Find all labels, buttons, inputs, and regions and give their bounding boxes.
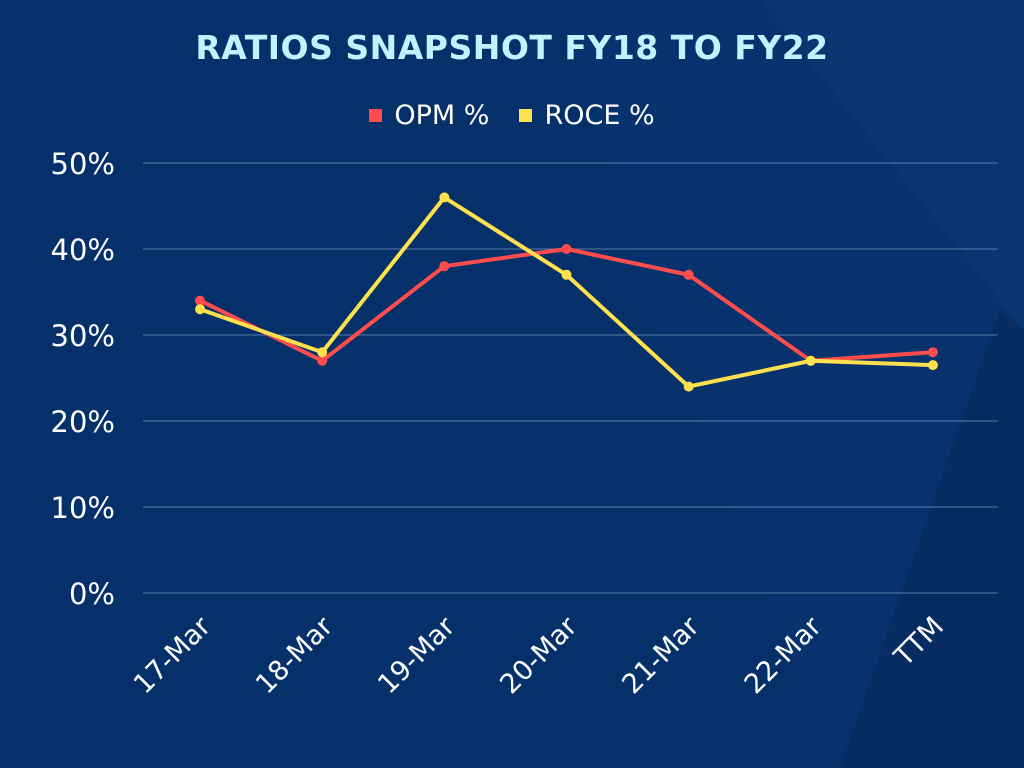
x-tick-label: 17-Mar: [128, 610, 218, 700]
data-point-opm: [927, 347, 938, 358]
data-point-opm: [561, 244, 572, 254]
data-point-opm: [317, 355, 328, 366]
legend-swatch-opm: [369, 109, 383, 122]
data-point-opm: [195, 295, 206, 306]
data-point-roce: [927, 360, 938, 371]
x-tick-label: 18-Mar: [250, 610, 340, 700]
data-point-opm: [683, 269, 694, 280]
y-tick-label: 50%: [51, 147, 115, 181]
legend-label-roce: ROCE %: [544, 100, 655, 131]
legend-swatch-roce: [519, 109, 533, 122]
data-point-roce: [317, 347, 328, 358]
legend: OPM % ROCE %: [0, 100, 1024, 131]
series-line-opm: [199, 247, 934, 363]
x-tick-label: TTM: [888, 611, 950, 673]
y-tick-label: 20%: [51, 405, 115, 439]
data-point-roce: [439, 192, 450, 203]
chart-title: RATIOS SNAPSHOT FY18 TO FY22: [195, 28, 829, 67]
x-tick-label: 22-Mar: [739, 610, 829, 700]
data-point-opm: [439, 261, 450, 272]
y-tick-label: 0%: [69, 577, 115, 611]
y-tick-label: 10%: [51, 491, 115, 525]
legend-item-opm: OPM %: [369, 100, 489, 131]
legend-label-opm: OPM %: [394, 100, 490, 131]
x-tick-label: 20-Mar: [494, 610, 584, 700]
data-point-roce: [561, 269, 572, 280]
x-tick-label: 19-Mar: [372, 610, 462, 700]
data-point-roce: [805, 355, 816, 366]
legend-item-roce: ROCE %: [519, 100, 655, 131]
y-tick-label: 40%: [51, 233, 115, 267]
data-point-roce: [195, 304, 206, 315]
data-point-roce: [683, 381, 694, 392]
x-tick-label: 21-Mar: [616, 610, 706, 700]
y-tick-label: 30%: [51, 319, 115, 353]
